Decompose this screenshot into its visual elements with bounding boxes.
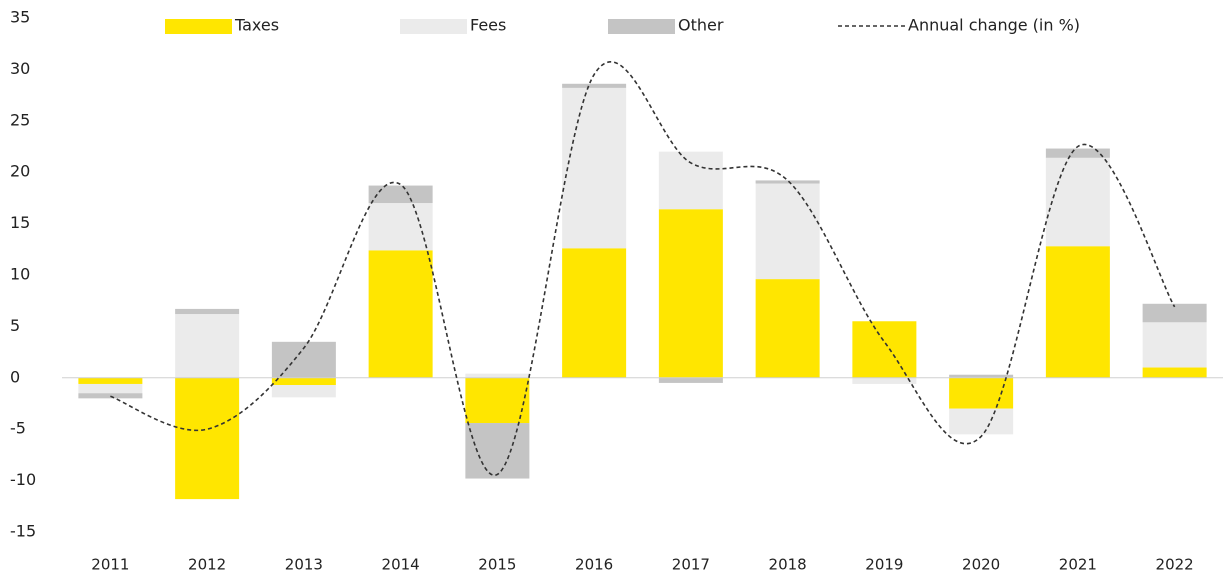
bar [175,308,240,315]
legend-label: Other [678,16,724,35]
y-tick-label: 5 [10,316,20,335]
bar [658,377,723,383]
bar [1142,303,1207,323]
y-tick-label: 35 [10,8,30,27]
bar [78,383,143,394]
y-tick-label: -15 [10,522,36,541]
bar [755,183,820,280]
line [110,61,1176,476]
bar [271,377,336,385]
bar [755,279,820,378]
legend-label: Fees [470,16,506,35]
x-tick-label: 2013 [285,556,323,574]
legend-label: Taxes [234,16,279,35]
bar [1045,148,1110,158]
bar [949,374,1014,378]
bar [78,393,143,399]
bar [658,151,723,210]
x-tick-label: 2014 [382,556,420,574]
x-tick-label: 2019 [865,556,903,574]
x-tick-label: 2018 [769,556,807,574]
bar [1142,367,1207,378]
bar [852,321,917,378]
bar [271,384,336,398]
bar [78,377,143,384]
y-tick-label: 0 [10,367,20,386]
bar [949,408,1014,435]
bar [465,373,530,378]
bar [368,203,433,251]
x-tick-label: 2021 [1059,556,1097,574]
x-tick-label: 2012 [188,556,226,574]
bar [175,377,240,500]
x-tick-label: 2017 [672,556,710,574]
y-tick-label: 15 [10,213,30,232]
legend-swatch [608,19,675,34]
y-tick-label: 25 [10,110,30,129]
bar [368,185,433,204]
bar [465,423,530,479]
bar [755,180,820,184]
x-tick-label: 2016 [575,556,613,574]
legend-swatch [165,19,232,34]
y-tick-label: 20 [10,162,30,181]
x-tick-label: 2022 [1156,556,1194,574]
x-tick-label: 2011 [91,556,129,574]
bar [1045,246,1110,378]
y-tick-label: 30 [10,59,30,78]
bar [1045,157,1110,247]
bar [562,87,627,249]
y-tick-label: -10 [10,470,36,489]
bar [175,314,240,378]
legend-label: Annual change (in %) [908,16,1080,35]
bar [658,209,723,378]
bar [465,377,530,424]
y-tick-label: -5 [10,419,26,438]
x-tick-label: 2020 [962,556,1000,574]
bar [852,377,917,384]
bar [562,83,627,88]
legend-swatch [400,19,467,34]
bar [562,248,627,378]
bar [949,377,1014,409]
y-tick-label: 10 [10,265,30,284]
bar [1142,322,1207,368]
bar [368,250,433,378]
x-tick-label: 2015 [478,556,516,574]
